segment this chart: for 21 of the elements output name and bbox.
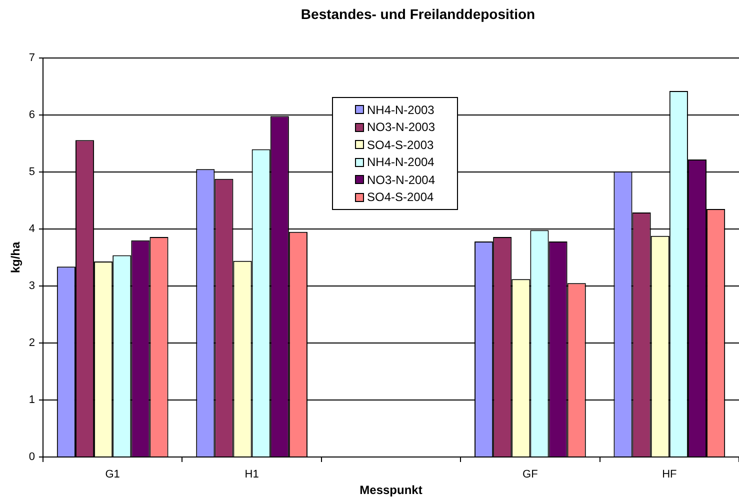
legend-label: NH4-N-2004 xyxy=(366,155,434,170)
y-tick-label: 2 xyxy=(28,337,35,350)
y-tick-label: 4 xyxy=(28,223,35,236)
y-tick-label: 7 xyxy=(28,52,35,64)
x-tick-label: GF xyxy=(522,468,538,481)
x-axis-title: Messpunkt xyxy=(360,483,422,498)
legend-label: NO3-N-2004 xyxy=(366,172,436,187)
y-axis-title: kg/ha xyxy=(8,242,23,274)
y-tick-label: 3 xyxy=(28,280,35,292)
legend-label: SO4-S-2003 xyxy=(366,138,434,152)
y-tick-label: 1 xyxy=(28,394,35,406)
legend-label: SO4-S-2004 xyxy=(366,190,434,204)
x-tick-label: HF xyxy=(662,468,678,481)
x-tick-label: H1 xyxy=(244,468,259,481)
y-tick-label: 0 xyxy=(28,451,35,464)
y-tick-label: 6 xyxy=(28,109,35,122)
y-tick-label: 5 xyxy=(28,166,35,178)
legend-label: NO3-N-2003 xyxy=(366,120,436,134)
legend-label: NH4-N-2003 xyxy=(366,102,434,117)
chart-title: Bestandes- und Freilanddeposition xyxy=(300,6,536,22)
x-tick-label: G1 xyxy=(105,468,120,481)
